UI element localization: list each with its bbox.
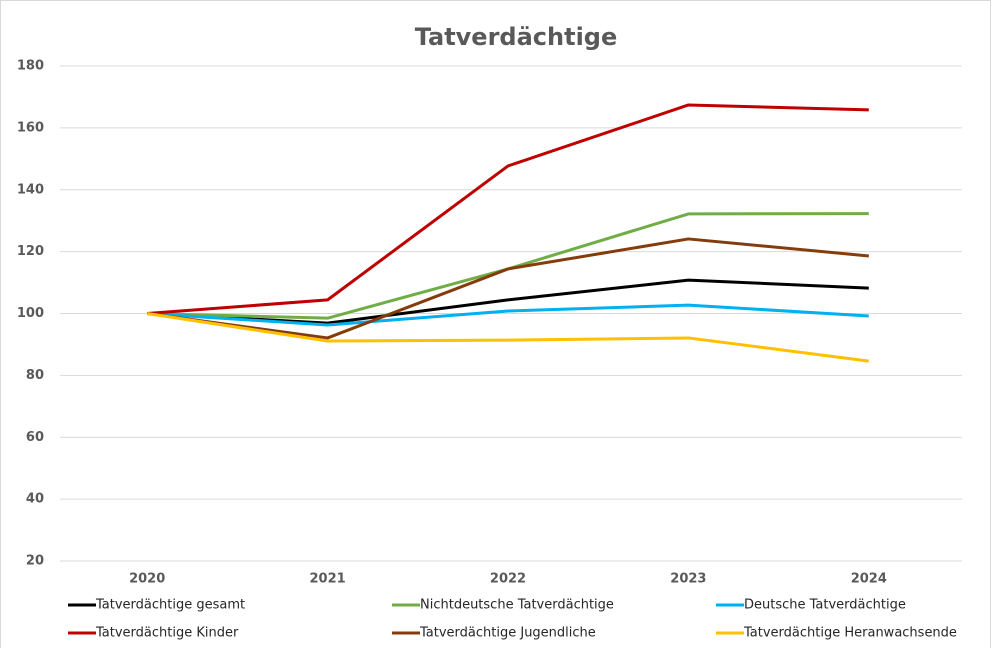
y-tick-label: 160	[17, 120, 44, 135]
y-tick-label: 180	[17, 59, 44, 74]
x-tick-label: 2021	[310, 572, 346, 587]
legend-label: Tatverdächtige gesamt	[95, 598, 245, 613]
series-line	[146, 237, 869, 340]
legend-label: Tatverdächtige Heranwachsende	[743, 626, 957, 641]
y-tick-label: 140	[17, 182, 44, 197]
legend-label: Tatverdächtige Kinder	[95, 626, 239, 641]
x-tick-label: 2024	[851, 572, 887, 587]
x-tick-label: 2023	[670, 572, 706, 587]
legend-label: Nichtdeutsche Tatverdächtige	[420, 598, 614, 613]
y-tick-label: 60	[26, 430, 44, 445]
series-line	[146, 312, 869, 363]
y-tick-label: 120	[17, 244, 44, 259]
chart-title: Tatverdächtige	[415, 23, 618, 51]
legend-label: Tatverdächtige Jugendliche	[419, 626, 596, 641]
x-tick-label: 2020	[129, 572, 165, 587]
legend-label: Deutsche Tatverdächtige	[744, 598, 906, 613]
y-tick-label: 20	[26, 554, 44, 569]
x-tick-label: 2022	[490, 572, 526, 587]
y-tick-label: 100	[17, 306, 44, 321]
series-line	[147, 103, 869, 315]
series-line	[147, 303, 869, 327]
y-tick-label: 40	[26, 492, 44, 507]
y-tick-label: 80	[26, 368, 44, 383]
